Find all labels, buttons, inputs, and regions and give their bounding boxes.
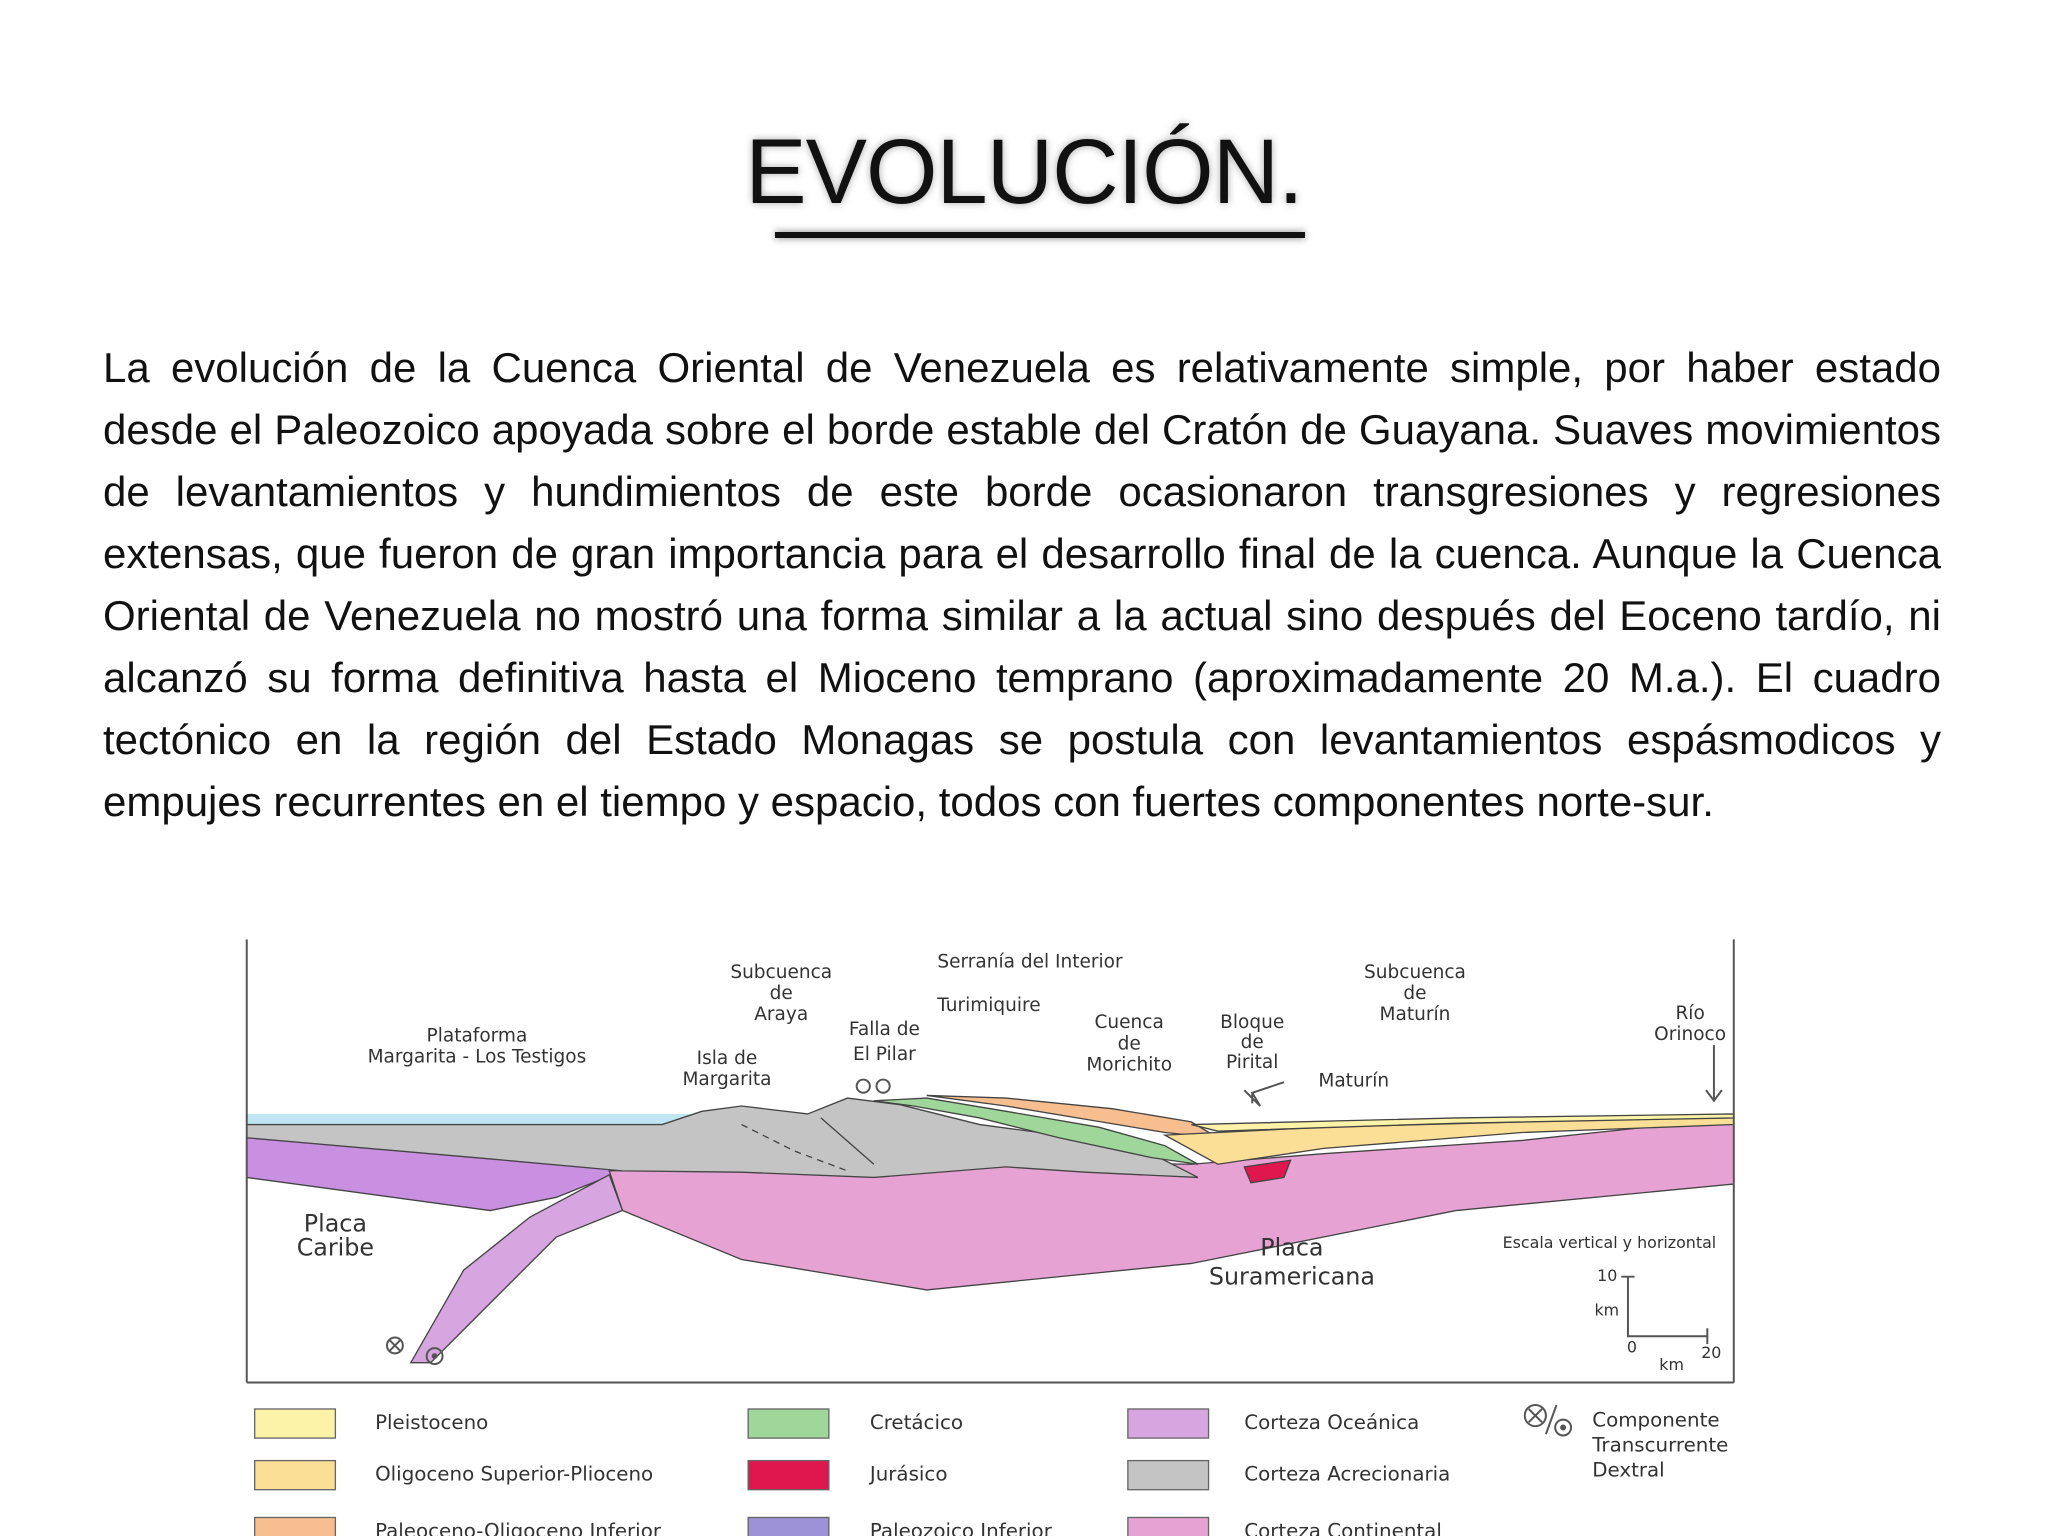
scale-label: km: [1594, 1301, 1619, 1320]
diagram-label: Plataforma: [427, 1025, 528, 1046]
scale-label: 10: [1597, 1266, 1617, 1285]
frame: [245, 939, 1735, 1437]
diagram-label: Bloque: [1220, 1012, 1284, 1033]
cretaceous: [873, 1097, 1199, 1165]
diagram-label: de: [1241, 1032, 1264, 1053]
diagram-label: Falla de: [849, 1019, 920, 1040]
diagram-label: Suramericana: [1209, 1263, 1375, 1291]
legend-label: Cretácico: [870, 1411, 963, 1434]
diagram-label: Caribe: [297, 1233, 374, 1261]
legend-swatch: [1127, 1408, 1210, 1439]
legend-label: Oligoceno Superior-Plioceno: [375, 1463, 653, 1486]
diagram-label: Placa: [304, 1210, 367, 1238]
sea: [246, 1113, 869, 1126]
legend-swatch: [747, 1408, 830, 1439]
legend-swatch: [254, 1459, 337, 1491]
diagram-label: Araya: [754, 1004, 808, 1025]
oceanic-slab: [409, 1173, 624, 1364]
diagram-label: Subcuenca: [1364, 962, 1466, 983]
arrow-orinoco: [1705, 1045, 1723, 1103]
legend-label: Paleozoico Inferior: [870, 1520, 1053, 1536]
jurassic: [1243, 1159, 1292, 1184]
diagram-label: Maturín: [1318, 1070, 1389, 1091]
scale-label: km: [1659, 1355, 1684, 1374]
scale-label: 0: [1627, 1338, 1637, 1357]
diagram-label: Turimiquire: [936, 995, 1040, 1016]
diagram-label: Orinoco: [1654, 1024, 1726, 1045]
diagram-label: Subcuenca: [730, 962, 832, 983]
diagram-label: Pirital: [1226, 1052, 1278, 1073]
slide-title: EVOLUCIÓN.: [745, 121, 1303, 223]
diagram-label: Serranía del Interior: [937, 951, 1123, 972]
diagram-label: Morichito: [1086, 1055, 1172, 1076]
fault: [741, 1123, 848, 1172]
symbol-dot: [425, 1347, 444, 1366]
legend-label: Corteza Acrecionaria: [1244, 1463, 1450, 1486]
legend-symbol-x: [1523, 1404, 1547, 1428]
symbol-x: [855, 1078, 871, 1094]
legend-label: Corteza Continental: [1244, 1520, 1442, 1536]
fault: [820, 1117, 875, 1165]
legend-label: Transcurrente: [1591, 1434, 1728, 1457]
legend-label: Dextral: [1592, 1459, 1664, 1482]
diagram-label: Margarita: [682, 1069, 771, 1090]
legend-swatch: [254, 1408, 337, 1439]
symbol-dot: [875, 1078, 891, 1094]
body-text: La evolución de la Cuenca Oriental de Ve…: [103, 344, 1941, 825]
legend-swatch: [1127, 1516, 1210, 1536]
legend-label: Componente: [1592, 1408, 1719, 1431]
legend-label: Pleistoceno: [375, 1411, 488, 1434]
diagram-label: de: [1403, 983, 1426, 1004]
diagram-label: de: [1118, 1033, 1141, 1054]
scale-label: 20: [1701, 1343, 1721, 1362]
legend-swatch: [1127, 1459, 1210, 1491]
symbol-x: [385, 1336, 404, 1355]
legend-swatch: [747, 1516, 830, 1536]
symbol-x: [388, 1339, 401, 1352]
diagram-label: de: [770, 983, 793, 1004]
diagram-label: Río: [1675, 1003, 1704, 1024]
arrow-maturin: [1243, 1081, 1285, 1107]
diagram-label: Isla de: [697, 1048, 758, 1069]
diagram-label: Placa: [1260, 1233, 1323, 1261]
geology-shapes: [246, 1094, 1735, 1364]
diagram-label: El Pilar: [853, 1044, 916, 1065]
legend-label: Jurásico: [868, 1463, 948, 1486]
diagram-label: Margarita - Los Testigos: [368, 1047, 587, 1068]
scale-label: Escala vertical y horizontal: [1503, 1233, 1717, 1252]
legend-swatch: [254, 1516, 337, 1536]
legend-symbol-dot: [1560, 1424, 1567, 1431]
diagram-label: Maturín: [1380, 1004, 1451, 1025]
legend-label: Corteza Oceánica: [1244, 1411, 1419, 1434]
title-underline: [775, 232, 1305, 238]
symbol-dot: [431, 1353, 438, 1360]
legend-label: Paleoceno-Oligoceno Inferior: [375, 1520, 662, 1536]
diagram-label: Cuenca: [1095, 1012, 1164, 1033]
legend-symbol-x: [1528, 1404, 1558, 1435]
legend-symbol-dot: [1554, 1418, 1573, 1437]
scale-bar: [1621, 1275, 1709, 1345]
legend-swatch: [747, 1459, 830, 1491]
